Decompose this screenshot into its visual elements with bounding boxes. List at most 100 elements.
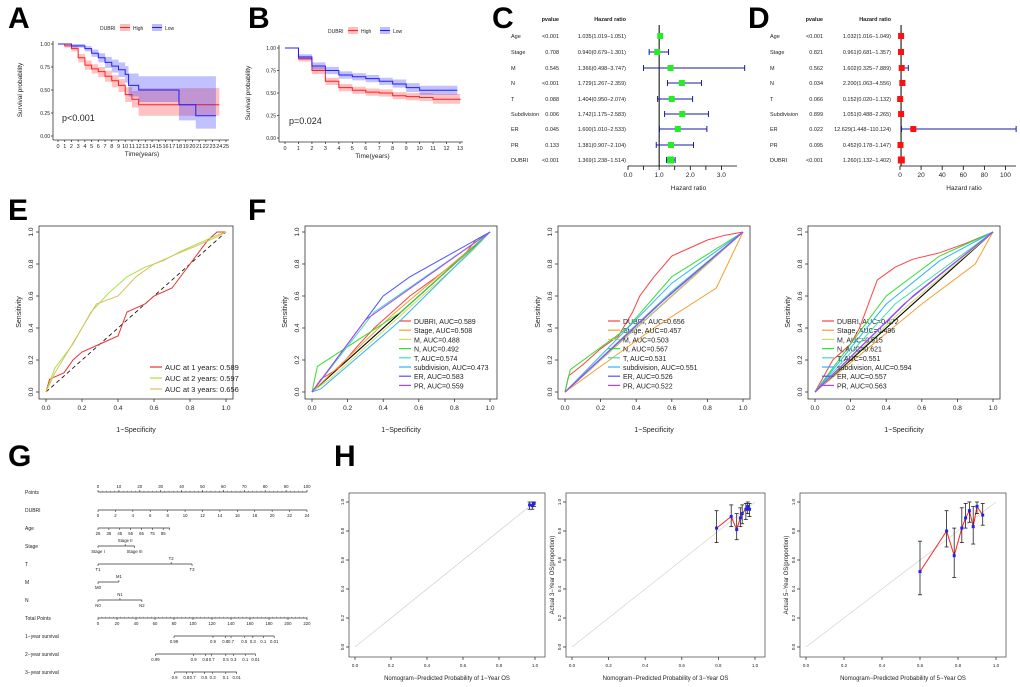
row-hazard-ratio: 1.260(1.132−1.402) [843, 158, 891, 164]
legend-label: N, AUC=0.567 [623, 347, 668, 354]
nomogram-tick-label: 18 [252, 513, 257, 518]
hazard-ratio-marker [899, 80, 906, 86]
calibration-point [744, 507, 748, 511]
calibration-point [740, 512, 744, 516]
row-label: ER [770, 127, 778, 133]
nomogram-tick-label: 10 [117, 484, 122, 489]
x-axis-title: 1−Specificity [634, 427, 674, 434]
row-label: Stage [511, 50, 525, 56]
plot-frame [799, 492, 1007, 658]
nomogram-tick-label: 100 [189, 621, 197, 626]
y-tick-label: 0.4 [340, 585, 345, 592]
nomogram-row-label: 1−year survival [25, 634, 59, 640]
y-tick-label: 1.00 [266, 46, 276, 52]
nomogram-tick-label: N2 [139, 603, 145, 608]
legend-label: ER, AUC=0.583 [414, 374, 464, 381]
nomogram-tick-label: T1 [95, 567, 101, 572]
row-hazard-ratio: 1.381(0.907−2.104) [578, 143, 626, 149]
x-tick-label: 40 [939, 172, 947, 179]
nomogram-row-label: 3−year survival [25, 670, 59, 676]
calibration-point [530, 504, 534, 508]
nomogram-tick-label: 6 [149, 513, 152, 518]
nomogram-row-label: Stage [25, 544, 38, 550]
y-tick-label: 0.8 [557, 527, 562, 534]
calibration-point [964, 516, 968, 520]
x-tick-label: 0.2 [388, 663, 395, 668]
nomogram-tick-label: 20 [137, 484, 142, 489]
x-tick-label: 3 [77, 144, 80, 150]
x-tick-label: 4 [83, 144, 86, 150]
nomogram-tick-label: N0 [95, 603, 101, 608]
hazard-ratio-marker [678, 80, 685, 86]
legend-label: T, AUC=0.551 [837, 356, 880, 363]
y-axis-title: Sensitivity [282, 296, 289, 328]
column-header-pvalue: pvalue [542, 17, 559, 23]
x-tick-label: 1 [63, 144, 66, 150]
plot-frame [557, 225, 751, 400]
x-tick-label: 2.0 [686, 172, 695, 179]
x-tick-label: 0.4 [879, 663, 886, 668]
legend-label: Stage, AUC=0.496 [837, 328, 895, 335]
roc-curve [311, 231, 491, 393]
x-tick-label: 0.6 [414, 405, 423, 412]
row-pvalue: 0.562 [809, 66, 823, 72]
hazard-ratio-marker [667, 65, 674, 71]
calibration-point [532, 501, 536, 505]
hazard-ratio-marker [910, 126, 917, 132]
x-tick-label: 11 [430, 146, 436, 152]
panel-label-b: B [248, 2, 270, 35]
x-tick-label: 0.0 [41, 405, 50, 412]
nomogram-tick-label: 0.3 [210, 675, 217, 680]
nomogram-tick-label: 0.99 [151, 657, 160, 662]
row-label: Age [770, 34, 780, 40]
x-tick-label: 0.6 [917, 405, 926, 412]
nomogram-tick-label: 85 [161, 531, 166, 536]
hazard-ratio-marker [898, 65, 905, 71]
x-tick-label: 0.2 [77, 405, 86, 412]
row-label: M [770, 66, 775, 72]
row-hazard-ratio: 12.629(1.448−110.124) [834, 127, 891, 133]
y-tick-label: 1.0 [557, 498, 562, 505]
nomogram-tick-label: 0.9 [210, 639, 217, 644]
nomogram-tick-label: 70 [242, 484, 247, 489]
x-tick-label: 14 [149, 144, 155, 150]
row-label: PR [770, 143, 778, 149]
x-tick-label: 0.2 [605, 663, 612, 668]
roc-curve [814, 231, 994, 393]
nomogram-tick-label: 30 [158, 484, 163, 489]
row-pvalue: 0.022 [809, 127, 823, 133]
y-tick-label: 0.6 [28, 291, 35, 300]
row-pvalue: 0.095 [809, 143, 823, 149]
nomogram-tick-label: 160 [246, 621, 254, 626]
diagonal-reference-line [814, 231, 994, 393]
nomogram-tick-label: 40 [134, 621, 139, 626]
row-pvalue: 0.066 [809, 97, 823, 103]
hazard-ratio-marker [654, 49, 661, 55]
y-axis-title: Sensitivity [16, 296, 23, 328]
legend-label: subdivision, AUC=0.473 [414, 365, 489, 372]
roc-curve [814, 231, 994, 393]
x-tick-label: 1.0 [532, 663, 539, 668]
x-tick-label: 7 [104, 144, 107, 150]
x-axis-title: 1−Specificity [116, 427, 156, 434]
y-tick-label: 0.6 [557, 556, 562, 563]
x-tick-label: 0.4 [632, 405, 641, 412]
nomogram-tick-label: 0.3 [230, 657, 237, 662]
row-hazard-ratio: 1.369(1.238−1.514) [578, 158, 626, 164]
x-tick-label: 1.0 [655, 172, 664, 179]
x-tick-label: 0.2 [841, 663, 848, 668]
panel-label-h: H [334, 440, 356, 473]
x-tick-label: 0.6 [917, 663, 924, 668]
x-tick-label: 12 [136, 144, 142, 150]
row-label: DUBRI [770, 158, 788, 164]
nomogram-tick-label: Stage I [91, 549, 105, 554]
plot-frame [565, 492, 766, 658]
row-pvalue: 0.821 [809, 50, 823, 56]
y-tick-label: 1.00 [40, 42, 50, 48]
panel-label-e: E [8, 194, 29, 227]
y-tick-label: 0.00 [266, 136, 276, 142]
plot-frame [348, 492, 546, 658]
x-tick-label: 10 [417, 146, 423, 152]
calibration-point [729, 515, 733, 518]
